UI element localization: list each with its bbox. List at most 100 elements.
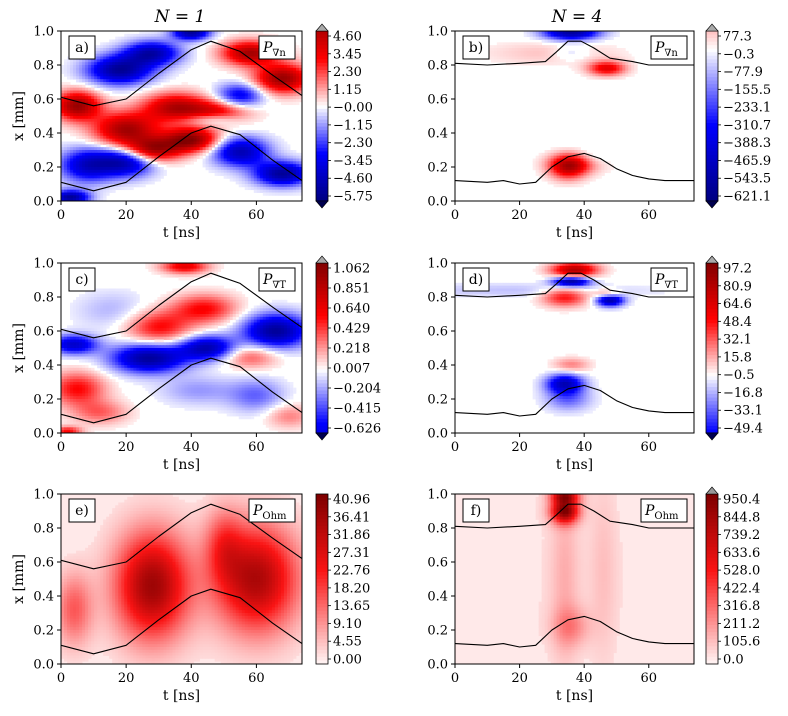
heatmap-cell xyxy=(115,45,119,49)
heatmap-cell xyxy=(613,67,617,72)
heatmap-cell xyxy=(610,67,614,72)
heatmap-cell xyxy=(259,99,264,103)
heatmap-cell xyxy=(154,42,158,46)
heatmap-cell xyxy=(238,101,243,106)
heatmap-cell xyxy=(271,178,276,182)
heatmap-cell xyxy=(94,93,98,97)
heatmap-cell xyxy=(160,144,164,148)
heatmap-cell xyxy=(247,135,252,140)
heatmap-cell xyxy=(163,147,167,151)
heatmap-cell xyxy=(106,73,110,77)
heatmap-cell xyxy=(592,169,596,174)
heatmap-cell xyxy=(208,169,213,174)
heatmap-cell xyxy=(130,147,134,151)
heatmap-cell xyxy=(253,79,258,83)
heatmap-cell xyxy=(514,53,519,57)
heatmap-cell xyxy=(154,48,158,52)
heatmap-cell xyxy=(67,130,71,134)
heatmap-cell xyxy=(121,67,125,72)
heatmap-cell xyxy=(598,73,602,77)
heatmap-cell xyxy=(175,135,179,140)
heatmap-cell xyxy=(529,50,534,55)
heatmap-cell xyxy=(532,50,537,55)
heatmap-cell xyxy=(490,53,495,57)
heatmap-cell xyxy=(136,67,140,72)
heatmap-cell xyxy=(145,56,149,60)
heatmap-cell xyxy=(187,99,191,103)
heatmap-cell xyxy=(286,181,291,185)
heatmap-cell xyxy=(622,48,626,52)
heatmap-cell xyxy=(106,96,110,100)
heatmap-cell xyxy=(85,87,89,91)
heatmap-cell xyxy=(172,33,176,38)
heatmap-cell xyxy=(550,181,554,185)
heatmap-cell xyxy=(127,104,131,108)
heatmap-cell xyxy=(259,144,264,148)
heatmap-cell xyxy=(145,36,149,40)
heatmap-cell xyxy=(70,87,74,91)
heatmap-cell xyxy=(157,56,161,60)
heatmap-cell xyxy=(214,152,219,157)
heatmap-cell xyxy=(130,167,134,171)
heatmap-cell xyxy=(223,42,228,46)
heatmap-cell xyxy=(184,135,188,140)
heatmap-cell xyxy=(151,96,155,100)
heatmap-cell xyxy=(535,31,540,35)
heatmap-cell xyxy=(244,39,249,43)
heatmap-cell xyxy=(247,93,252,97)
heatmap-cell xyxy=(226,161,231,165)
heatmap-cell xyxy=(172,56,176,60)
heatmap-cell xyxy=(79,147,83,151)
y-tick-label: 0.6 xyxy=(33,93,54,108)
heatmap-cell xyxy=(532,31,537,35)
heatmap-cell xyxy=(133,133,137,137)
heatmap-cell xyxy=(70,107,74,111)
heatmap-cell xyxy=(256,152,261,157)
heatmap-cell xyxy=(247,110,252,114)
heatmap-cell xyxy=(217,116,222,120)
heatmap-cell xyxy=(520,59,525,63)
heatmap-cell xyxy=(256,181,261,185)
heatmap-cell xyxy=(214,268,219,272)
heatmap-cell xyxy=(283,181,288,185)
heatmap-cell xyxy=(172,76,176,80)
heatmap-cell xyxy=(280,84,285,89)
heatmap-cell xyxy=(214,107,219,111)
heatmap-cell xyxy=(142,127,146,131)
heatmap-cell xyxy=(262,59,267,63)
heatmap-cell xyxy=(595,161,599,165)
heatmap-cell xyxy=(280,147,285,151)
heatmap-cell xyxy=(268,147,273,151)
heatmap-cell xyxy=(283,144,288,148)
heatmap-cell xyxy=(148,76,152,80)
heatmap-cell xyxy=(136,138,140,142)
heatmap-cell xyxy=(244,135,249,140)
heatmap-cell xyxy=(295,181,300,185)
heatmap-cell xyxy=(595,50,599,55)
heatmap-cell xyxy=(496,50,501,55)
panel-letter-box xyxy=(68,35,96,60)
heatmap-cell xyxy=(154,36,158,40)
heatmap-cell xyxy=(256,189,261,193)
heatmap-cell xyxy=(118,169,122,174)
heatmap-cell xyxy=(106,79,110,83)
panel-3: 0 20 40 600.00.20.40.60.81.0t [ns]x [mm]c) P… xyxy=(11,255,381,473)
heatmap-cell xyxy=(115,76,119,80)
colorbar-segment xyxy=(706,45,718,50)
heatmap-cell xyxy=(97,99,101,103)
heatmap-cell xyxy=(208,96,213,100)
heatmap-cell xyxy=(97,147,101,151)
heatmap-cell xyxy=(76,164,80,168)
heatmap-cell xyxy=(238,152,243,157)
heatmap-cell xyxy=(208,107,213,111)
heatmap-cell xyxy=(82,189,86,193)
heatmap-cell xyxy=(595,70,599,74)
heatmap-cell xyxy=(241,144,246,148)
heatmap-cell xyxy=(253,169,258,174)
heatmap-cell xyxy=(223,147,228,151)
heatmap-cell xyxy=(187,45,191,49)
heatmap-cell xyxy=(184,113,188,117)
heatmap-cell xyxy=(607,50,611,55)
heatmap-cell xyxy=(610,50,614,55)
heatmap-cell xyxy=(115,144,119,148)
